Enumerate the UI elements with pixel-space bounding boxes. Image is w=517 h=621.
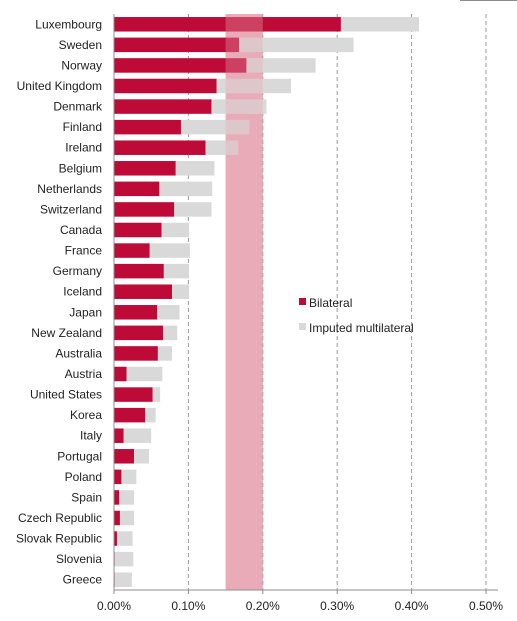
x-tick-label: 0.10%	[171, 599, 205, 613]
bar-imputed-multilateral	[211, 99, 267, 114]
bar-imputed-multilateral	[238, 37, 354, 53]
bar-bilateral	[114, 490, 120, 505]
category-label: Italy	[80, 429, 102, 443]
bar-bilateral	[114, 37, 239, 53]
bar-imputed-multilateral	[116, 531, 133, 546]
bar-imputed-multilateral	[114, 551, 134, 567]
bar-bilateral	[114, 510, 120, 526]
x-axis: 0.00% 0.10% 0.20% 0.30% 0.40% 0.50%	[97, 0, 517, 613]
bar-imputed-multilateral	[157, 346, 173, 361]
category-label: Greece	[63, 573, 103, 587]
bar-imputed-multilateral	[180, 119, 250, 135]
bar-imputed-multilateral	[163, 263, 190, 279]
category-label: Japan	[69, 305, 102, 319]
bar-imputed-multilateral	[121, 469, 137, 485]
gridlines	[187, 14, 487, 590]
bar-bilateral	[114, 181, 160, 197]
x-tick-label: 0.50%	[469, 599, 503, 613]
bar-imputed-multilateral	[175, 161, 215, 176]
bar-imputed-multilateral	[119, 510, 135, 526]
category-label: United Kingdom	[17, 79, 102, 93]
bar-imputed-multilateral	[149, 243, 190, 258]
bar-imputed-multilateral	[152, 387, 161, 402]
x-tick-label: 0.20%	[246, 599, 280, 613]
category-label: France	[65, 244, 103, 258]
bar-bilateral	[114, 99, 212, 114]
bar-bilateral	[114, 243, 150, 258]
bar-imputed-multilateral	[163, 325, 178, 341]
bar-imputed-multilateral	[157, 305, 180, 320]
category-label: Slovenia	[56, 552, 102, 566]
bars	[114, 14, 420, 590]
bar-bilateral	[114, 469, 122, 485]
bar-bilateral	[114, 449, 135, 464]
bar-bilateral	[114, 140, 206, 155]
bar-bilateral	[114, 119, 181, 135]
category-label: Korea	[70, 408, 102, 422]
category-label: Norway	[61, 58, 102, 72]
bar-imputed-multilateral	[340, 17, 420, 32]
legend-swatch-imputed-multilateral	[299, 323, 306, 330]
category-label: Luxembourg	[35, 17, 102, 31]
x-tick-label: 0.00%	[97, 599, 131, 613]
category-label: Poland	[65, 470, 102, 484]
category-label: Austria	[65, 367, 103, 381]
category-label: Canada	[60, 223, 102, 237]
bar-bilateral	[114, 202, 175, 217]
bar-bilateral	[114, 17, 341, 32]
bar-imputed-multilateral	[205, 140, 239, 155]
bar-imputed-multilateral	[126, 366, 163, 382]
bar-imputed-multilateral	[161, 222, 190, 238]
legend-label-bilateral: Bilateral	[309, 296, 352, 310]
category-label: Belgium	[59, 161, 102, 175]
bar-imputed-multilateral	[145, 407, 156, 423]
bar-imputed-multilateral	[123, 428, 152, 443]
x-tick-label: 0.40%	[395, 599, 429, 613]
bar-bilateral	[114, 222, 162, 238]
bar-imputed-multilateral	[114, 572, 132, 587]
bar-imputed-multilateral	[246, 58, 316, 73]
category-label: Netherlands	[37, 182, 102, 196]
category-label: Czech Republic	[18, 511, 102, 525]
bar-imputed-multilateral	[172, 284, 190, 299]
category-label: Slovak Republic	[16, 532, 102, 546]
legend-label-imputed-multilateral: Imputed multilateral	[309, 321, 414, 335]
bar-bilateral	[114, 263, 164, 279]
x-tick-label: 0.30%	[320, 599, 354, 613]
bar-imputed-multilateral	[159, 181, 213, 197]
bar-bilateral	[114, 387, 153, 402]
bar-bilateral	[114, 428, 124, 443]
bar-bilateral	[114, 161, 176, 176]
bar-imputed-multilateral	[216, 78, 292, 94]
bar-bilateral	[114, 407, 146, 423]
category-label: Portugal	[57, 449, 102, 463]
category-label: United States	[30, 388, 102, 402]
category-label: Australia	[55, 346, 102, 360]
category-label: Ireland	[65, 141, 102, 155]
category-label: Finland	[63, 120, 102, 134]
bar-bilateral	[114, 366, 127, 382]
category-label: Germany	[53, 264, 102, 278]
bar-bilateral	[114, 284, 173, 299]
bar-imputed-multilateral	[119, 490, 135, 505]
category-labels: Luxembourg Sweden Norway United Kingdom Denm…	[16, 17, 103, 586]
legend-swatch-bilateral	[299, 298, 306, 305]
bar-bilateral	[114, 346, 158, 361]
bar-bilateral	[114, 531, 117, 546]
bar-imputed-multilateral	[174, 202, 212, 217]
category-label: New Zealand	[31, 326, 102, 340]
legend: Bilateral Imputed multilateral	[299, 296, 414, 335]
category-label: Denmark	[53, 100, 103, 114]
bar-imputed-multilateral	[134, 449, 149, 464]
category-label: Iceland	[63, 285, 102, 299]
category-label: Sweden	[59, 38, 102, 52]
bar-bilateral	[114, 325, 164, 341]
category-label: Spain	[71, 490, 102, 504]
highlight-band-overlay	[225, 14, 263, 590]
bar-bilateral	[114, 58, 247, 73]
category-label: Switzerland	[40, 202, 102, 216]
bar-bilateral	[114, 78, 217, 94]
bar-bilateral	[114, 305, 158, 320]
